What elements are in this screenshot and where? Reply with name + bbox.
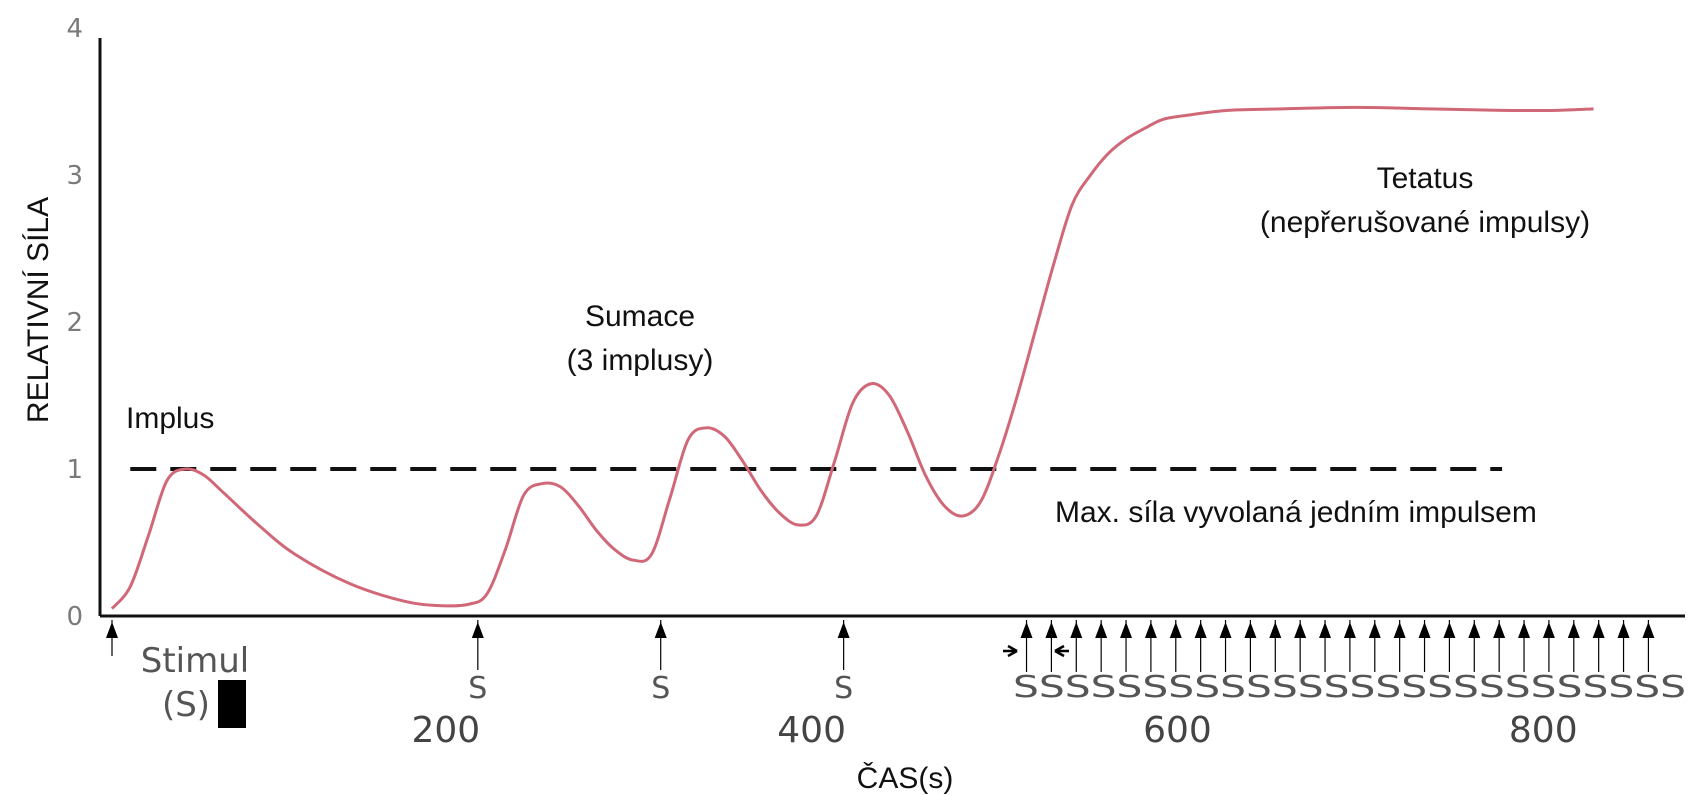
stimulus-label: S: [651, 671, 670, 706]
stimulus-arrow-head: [1368, 622, 1381, 638]
stimulus-subtitle: (S): [162, 685, 210, 725]
stimulus-label: S: [468, 671, 487, 706]
stimulus-arrow-head: [1194, 622, 1207, 638]
y-tick-label: 1: [66, 455, 83, 485]
stimulus-arrow-head: [1244, 622, 1257, 638]
x-tick-label: 200: [411, 710, 480, 751]
stimulus-arrow-head: [1343, 622, 1356, 638]
curve-group: [110, 105, 1594, 610]
stimulus-label: S: [834, 671, 853, 706]
y-tick-label: 2: [66, 308, 83, 338]
y-tick-label: 0: [66, 602, 83, 632]
stimulus-arrow-head: [106, 622, 118, 638]
stimulus-arrow-head: [1120, 622, 1133, 638]
force-curve: [110, 105, 1594, 610]
stimulus-arrow-head: [1592, 622, 1605, 638]
interval-arrow-left: [1054, 644, 1069, 658]
stimulus-arrow-head: [1269, 622, 1282, 638]
stimulus-arrow-head: [1219, 622, 1232, 638]
x-tick-label: 800: [1509, 710, 1578, 751]
stimulus-arrow-head: [471, 622, 484, 638]
annotation-tetanus-title: Tetatus: [1377, 162, 1474, 195]
annotation-summation-title: Sumace: [585, 300, 695, 333]
stimulus-arrow-head: [1319, 622, 1332, 638]
x-tick-label: 600: [1143, 710, 1212, 751]
annotation-impulse: Implus: [126, 402, 214, 435]
stimulus-arrow-head: [654, 622, 667, 638]
stimulus-arrow-head: [1144, 622, 1157, 638]
interval-arrow-right: [1003, 644, 1018, 658]
stimulus-arrow-head: [837, 622, 850, 638]
y-tick-label: 4: [66, 14, 83, 44]
stimulus-arrow-head: [1518, 622, 1531, 638]
stimulus-arrow-head: [1294, 622, 1307, 638]
x-axis-title: ČAS(s): [857, 761, 954, 795]
annotation-tetanus-subtitle: (nepřerušované impulsy): [1260, 206, 1590, 239]
stimulus-title: Stimul: [141, 641, 249, 681]
stimulus-arrow-head: [1617, 622, 1630, 638]
stimulus-arrow-head: [1468, 622, 1481, 638]
stimulus-arrow-head: [1095, 622, 1108, 638]
annotation-summation-subtitle: (3 implusy): [567, 344, 714, 377]
stimulus-arrow-head: [1418, 622, 1431, 638]
x-axis: 200 400 600 800: [100, 614, 1685, 751]
stimulus-marker-box: [218, 680, 246, 728]
stimulus-arrow-head: [1045, 622, 1058, 638]
stimulus-arrow-head: [1169, 622, 1182, 638]
stimulus-arrow-head: [1567, 622, 1580, 638]
stimulus-arrow-head: [1642, 622, 1655, 638]
annotation-max-force: Max. síla vyvolaná jedním impulsem: [1055, 496, 1537, 529]
tetanus-stimulus-labels: SSSSSSSSSSSSSSSSSSSSSSSSSS: [1013, 670, 1686, 705]
y-axis-title: RELATIVNÍ SÍLA: [22, 197, 55, 423]
stimulus-arrow-head: [1393, 622, 1406, 638]
stimulus-arrow-head: [1542, 622, 1555, 638]
stimulus-arrow-head: [1020, 622, 1033, 638]
y-axis: 0 1 2 3 4: [66, 14, 102, 632]
stimulus-arrow-head: [1443, 622, 1456, 638]
stimulus-arrow-head: [1493, 622, 1506, 638]
y-tick-label: 3: [66, 161, 83, 191]
x-tick-label: 400: [777, 710, 846, 751]
stimulus-arrow-head: [1070, 622, 1083, 638]
